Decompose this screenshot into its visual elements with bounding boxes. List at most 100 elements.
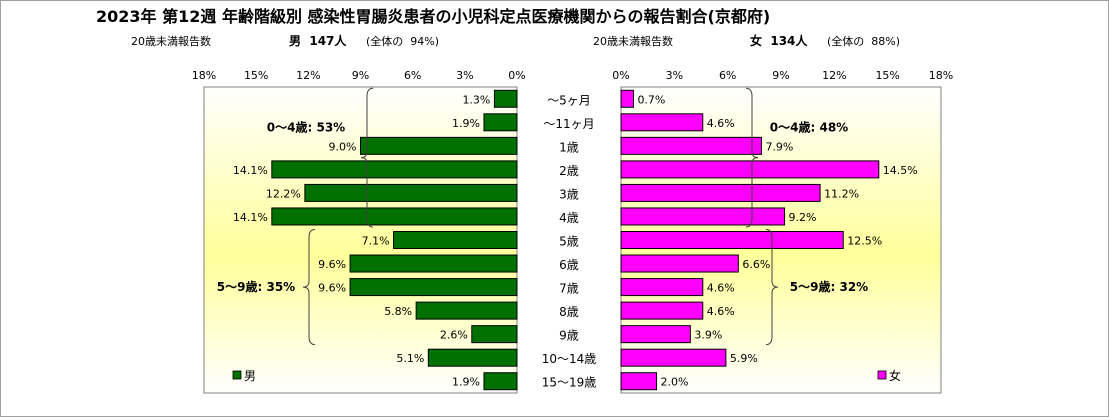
male-value-label: 1.9% — [452, 376, 480, 389]
male-tick-label: 12% — [296, 69, 320, 82]
female-value-label: 3.9% — [694, 329, 722, 342]
female-tick-label: 18% — [929, 69, 953, 82]
female-legend-label: 女 — [889, 368, 901, 383]
female-value-label: 6.6% — [742, 258, 770, 271]
female-header-share: (全体の 88%) — [827, 34, 900, 48]
male-tick-label: 15% — [244, 69, 268, 82]
age-category-label: ～11ヶ月 — [543, 117, 594, 131]
male-tick-label: 9% — [352, 69, 369, 82]
male-bar — [483, 113, 518, 132]
female-value-label: 4.6% — [707, 117, 735, 130]
male-bar — [493, 89, 518, 108]
female-tick-label: 9% — [772, 69, 789, 82]
female-value-label: 4.6% — [707, 305, 735, 318]
female-value-label: 7.9% — [765, 140, 793, 153]
female-bar — [620, 160, 880, 179]
male-legend-swatch — [232, 370, 242, 380]
female-value-label: 5.9% — [730, 352, 758, 365]
age-category-label: 15～19歳 — [542, 376, 597, 390]
age-category-label: 9歳 — [559, 329, 579, 343]
male-age-bracket — [360, 87, 374, 228]
female-header-count: 女 134人 — [750, 33, 808, 48]
male-value-label: 9.6% — [318, 258, 346, 271]
male-value-label: 1.9% — [452, 117, 480, 130]
female-bar — [620, 372, 658, 391]
male-value-label: 1.3% — [462, 93, 490, 106]
female-bar — [620, 89, 634, 108]
male-bar — [415, 301, 518, 320]
female-bar — [620, 348, 727, 367]
age-category-labels: ～5ヶ月 ～11ヶ月 1歳 2歳 3歳 4歳 5歳 6歳 7歳 8歳 9歳 10～14歳 15～19歳 — [542, 93, 597, 389]
female-tick-label: 3% — [666, 69, 683, 82]
age-category-label: 8歳 — [559, 305, 579, 319]
male-bar — [471, 325, 518, 344]
age-category-label: 3歳 — [559, 187, 579, 201]
chart-title: 2023年 第12週 年齢階級別 感染性胃腸炎患者の小児科定点医療機関からの報告… — [96, 7, 770, 26]
male-header-label: 20歳未満報告数 — [131, 35, 211, 48]
male-bar — [393, 231, 518, 249]
male-header-share: (全体の 94%) — [366, 34, 439, 48]
age-category-label: 1歳 — [559, 140, 579, 154]
male-header-count: 男 147人 — [289, 33, 347, 48]
female-age-bracket — [765, 229, 779, 346]
female-bar — [620, 183, 821, 202]
female-tick-label: 6% — [719, 69, 736, 82]
male-value-label: 7.1% — [362, 235, 390, 248]
male-axis-ticks: 18% 15% 12% 9% 6% 3% 0% — [192, 69, 526, 82]
female-bar — [620, 254, 739, 273]
female-legend-swatch — [877, 370, 887, 380]
age-group-brackets: 0～4歳: 53% 5～9歳: 35% 0～4歳: 48% 5～9歳: 32% — [217, 87, 868, 346]
female-axis-ticks: 0% 3% 6% 9% 12% 15% 18% — [612, 69, 953, 82]
age-category-label: 2歳 — [559, 164, 579, 178]
male-value-label: 5.1% — [396, 352, 424, 365]
female-tick-label: 0% — [612, 69, 629, 82]
male-value-label: 5.8% — [384, 305, 412, 318]
male-bar — [483, 372, 518, 391]
male-bracket-label: 0～4歳: 53% — [267, 120, 345, 135]
female-bar — [620, 301, 704, 320]
male-value-label: 9.0% — [329, 140, 357, 153]
female-value-label: 12.5% — [847, 235, 882, 248]
male-tick-label: 18% — [192, 69, 216, 82]
female-value-label: 4.6% — [707, 282, 735, 295]
female-bar — [620, 325, 691, 344]
male-bar — [360, 136, 518, 155]
female-bracket-label: 0～4歳: 48% — [770, 120, 848, 135]
female-value-label: 0.7% — [637, 93, 665, 106]
female-bar — [620, 231, 844, 249]
male-bracket-label: 5～9歳: 35% — [217, 279, 295, 294]
male-bars: 1.3% 1.9% 9.0% 14.1% 12.2% 14.1% 7.1% 9.6% 9.6% 5… — [233, 89, 518, 391]
male-legend-label: 男 — [244, 369, 256, 383]
female-tick-label: 15% — [875, 69, 899, 82]
age-category-label: 7歳 — [559, 282, 579, 296]
female-bar — [620, 207, 786, 226]
age-category-label: 10～14歳 — [542, 352, 597, 366]
female-tick-label: 12% — [822, 69, 846, 82]
male-age-bracket — [302, 229, 316, 346]
male-value-label: 2.6% — [440, 329, 468, 342]
female-age-bracket — [745, 87, 759, 228]
female-bracket-label: 5～9歳: 32% — [790, 279, 868, 294]
male-value-label: 14.1% — [233, 164, 268, 177]
female-value-label: 9.2% — [789, 211, 817, 224]
female-bars: 0.7% 4.6% 7.9% 14.5% 11.2% 9.2% 12.5% 6.6% 4.6% 4… — [620, 89, 918, 391]
female-bar — [620, 113, 704, 132]
male-bar — [427, 348, 518, 367]
male-bar — [349, 278, 518, 297]
female-header-label: 20歳未満報告数 — [593, 35, 673, 48]
age-category-label: 5歳 — [559, 235, 579, 249]
male-tick-label: 0% — [508, 69, 525, 82]
female-bar — [620, 136, 762, 155]
female-value-label: 11.2% — [824, 187, 859, 200]
male-value-label: 9.6% — [318, 282, 346, 295]
female-value-label: 2.0% — [661, 376, 689, 389]
age-category-label: ～5ヶ月 — [547, 93, 591, 107]
female-bar — [620, 278, 704, 297]
male-bar — [271, 160, 518, 179]
male-bar — [304, 183, 518, 202]
male-bar — [271, 207, 518, 226]
male-tick-label: 3% — [456, 69, 473, 82]
male-value-label: 14.1% — [233, 211, 268, 224]
